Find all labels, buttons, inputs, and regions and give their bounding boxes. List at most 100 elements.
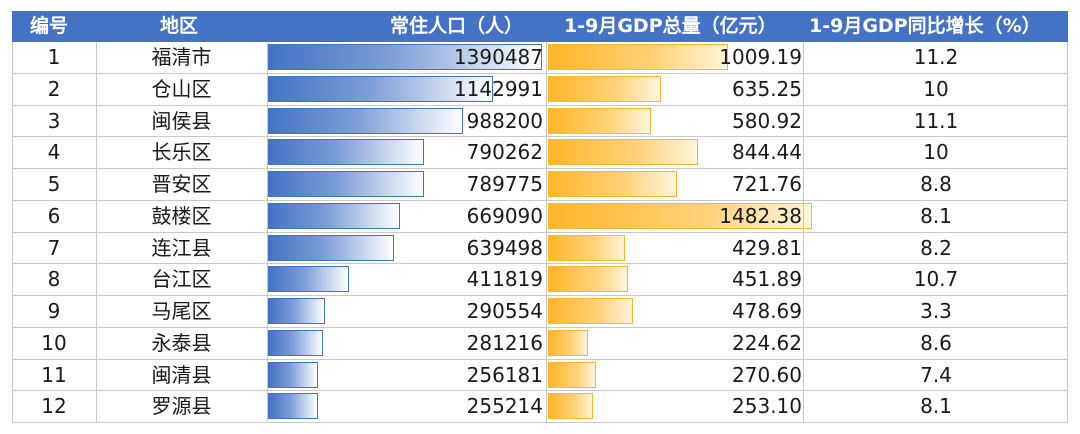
cell-gdp: 429.81 [732,235,802,260]
cell-population: 669090 [466,203,543,228]
cell-gdp: 844.44 [732,140,802,165]
cell-growth: 11.2 [913,45,959,69]
cell-growth: 8.2 [920,235,952,260]
cell-growth: 8.1 [920,394,952,419]
population-bar [268,361,319,388]
gdp-bar [548,202,812,229]
cell-population: 411819 [466,267,543,292]
cell-growth: 10 [923,76,949,101]
cell-area: 仓山区 [151,76,212,101]
cell-population: 639498 [466,235,543,260]
cell-number: 11 [41,362,67,387]
column-divider [1067,42,1068,423]
cell-area: 晋安区 [151,172,212,196]
row-divider [12,422,1068,423]
row-divider [12,168,1068,169]
table-row: 4 长乐区 790262 844.44 10 [12,137,1068,168]
table-row: 10 永泰县 281216 224.62 8.6 [12,328,1068,359]
cell-growth: 8.6 [920,330,952,355]
population-bar [268,202,400,229]
population-bar [268,107,463,134]
cell-area: 台江区 [151,267,212,292]
cell-gdp: 478.69 [732,299,802,323]
cell-number: 9 [47,299,61,323]
gdp-bar [548,107,652,134]
cell-population: 1390487 [453,45,543,69]
gdp-bar [548,361,597,388]
cell-gdp: 224.62 [732,330,802,355]
cell-number: 2 [47,76,61,101]
column-divider [12,42,13,423]
cell-area: 福清市 [151,45,212,69]
cell-area: 罗源县 [151,394,212,419]
cell-population: 1142991 [453,76,543,101]
cell-population: 281216 [466,330,543,355]
cell-growth: 8.1 [920,203,952,228]
table-header: 编号 地区 常住人口（人） 1-9月GDP总量（亿元） 1-9月GDP同比增长（… [12,11,1068,42]
population-bar [268,44,542,70]
cell-population: 789775 [466,172,543,196]
cell-area: 鼓楼区 [151,203,212,228]
gdp-bar [548,266,629,293]
cell-number: 5 [47,172,61,196]
cell-number: 8 [47,267,61,292]
gdp-bar [548,393,594,420]
cell-gdp: 1482.38 [719,203,802,228]
cell-population: 790262 [466,140,543,165]
gdp-bar [548,44,728,70]
cell-population: 256181 [466,362,543,387]
row-divider [12,263,1068,265]
cell-number: 7 [47,235,61,260]
column-divider [267,42,268,423]
cell-gdp: 580.92 [732,108,802,133]
table-row: 7 连江县 639498 429.81 8.2 [12,233,1068,264]
row-divider [12,72,1068,74]
cell-growth: 10.7 [913,267,959,292]
table-row: 3 闽侯县 988200 580.92 11.1 [12,106,1068,137]
cell-growth: 3.3 [920,299,952,323]
population-bar [268,393,319,420]
cell-area: 闽清县 [151,362,212,387]
population-bar [268,171,424,197]
population-bar [268,298,326,324]
cell-number: 3 [47,108,61,133]
cell-area: 永泰县 [151,330,212,355]
row-divider [12,326,1068,328]
cell-number: 1 [47,45,61,69]
table-row: 8 台江区 411819 451.89 10.7 [12,264,1068,295]
cell-population: 255214 [466,394,543,419]
cell-growth: 8.8 [920,172,952,196]
row-divider [12,136,1068,138]
gdp-bar [548,171,677,197]
cell-population: 988200 [466,108,543,133]
cell-gdp: 1009.19 [719,45,802,69]
population-bar [268,139,424,166]
header-number: 编号 [30,15,69,37]
cell-growth: 7.4 [920,362,952,387]
header-gdp-total: 1-9月GDP总量（亿元） [564,15,777,37]
table-row: 9 马尾区 290554 478.69 3.3 [12,296,1068,327]
row-divider [12,231,1068,233]
cell-area: 闽侯县 [151,108,212,133]
cell-population: 290554 [466,299,543,323]
gdp-bar [548,298,634,324]
cell-area: 长乐区 [151,140,212,165]
column-divider [96,42,97,423]
row-divider [12,390,1068,392]
cell-number: 10 [41,330,67,355]
cell-number: 6 [47,203,61,228]
cell-gdp: 635.25 [732,76,802,101]
column-divider [546,42,547,423]
cell-gdp: 721.76 [732,172,802,196]
table-row: 12 罗源县 255214 253.10 8.1 [12,391,1068,422]
gdp-bar [548,234,625,261]
cell-gdp: 253.10 [732,394,802,419]
row-divider [12,358,1068,360]
header-area: 地区 [160,15,199,37]
cell-growth: 11.1 [913,108,959,133]
cell-gdp: 451.89 [732,267,802,292]
data-table: 编号 地区 常住人口（人） 1-9月GDP总量（亿元） 1-9月GDP同比增长（… [12,11,1068,423]
table-row: 5 晋安区 789775 721.76 8.8 [12,169,1068,200]
table-row: 6 鼓楼区 669090 1482.38 8.1 [12,201,1068,232]
table-row: 11 闽清县 256181 270.60 7.4 [12,360,1068,391]
